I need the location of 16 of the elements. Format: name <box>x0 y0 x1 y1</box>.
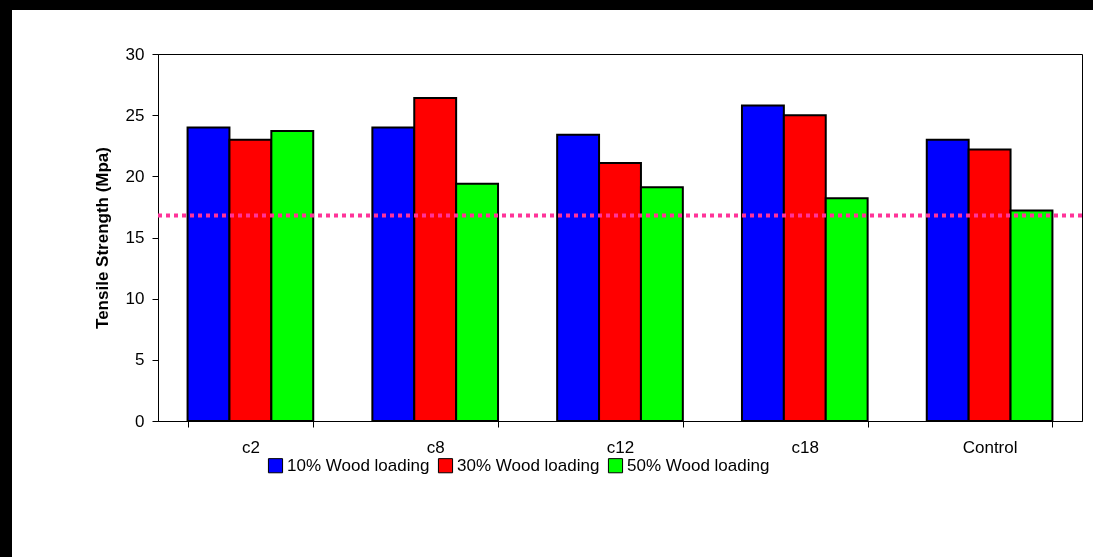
y-tick-label: 20 <box>125 166 145 186</box>
y-tick-label: 0 <box>135 411 145 431</box>
y-tick-label: 30 <box>125 44 145 64</box>
y-axis-title: Tensile Strength (Mpa) <box>92 147 112 329</box>
y-tick-label: 15 <box>125 228 145 247</box>
x-tick-label: c2 <box>241 437 260 457</box>
x-tick-label: c12 <box>606 437 635 457</box>
y-tick-label: 5 <box>135 350 145 370</box>
legend-label: 50% Wood loading <box>627 455 770 475</box>
x-tick-label: Control <box>962 437 1018 457</box>
y-tick-label: 10 <box>125 289 145 309</box>
legend-label: 10% Wood loading <box>287 455 430 475</box>
x-tick-label: c8 <box>426 437 445 457</box>
x-tick-label: c18 <box>791 437 820 457</box>
legend-label: 30% Wood loading <box>457 455 600 475</box>
y-tick-label: 25 <box>125 105 145 125</box>
